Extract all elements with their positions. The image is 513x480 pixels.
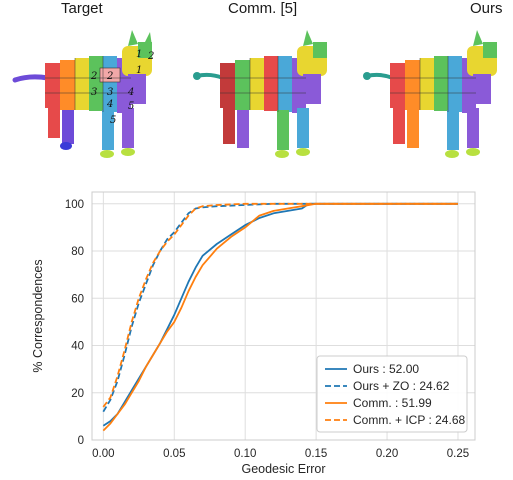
y-tick-label: 20 <box>71 388 84 400</box>
model-label: 1 <box>136 49 142 60</box>
model-label: 3 <box>107 87 113 98</box>
model-label: 5 <box>110 115 116 126</box>
model-label: 2 <box>106 71 113 82</box>
model-label: 1 <box>136 65 142 76</box>
y-tick-label: 40 <box>71 341 84 353</box>
cat-model <box>193 30 327 158</box>
plot-frame <box>91 191 476 441</box>
series-lines <box>102 202 458 432</box>
model-label: 3 <box>91 87 97 98</box>
series-line <box>102 202 458 408</box>
cat-model <box>363 30 497 158</box>
x-tick-label: 0.10 <box>234 448 256 460</box>
x-tick-label: 0.15 <box>305 448 327 460</box>
y-tick-label: 0 <box>78 435 84 447</box>
x-tick-label: 0.25 <box>447 448 469 460</box>
panel-title-comm: Comm. [5] <box>228 0 298 17</box>
x-tick-label: 0.20 <box>376 448 398 460</box>
y-tick-label: 100 <box>65 199 84 211</box>
model-label: 4 <box>106 99 113 110</box>
legend-label: Comm. : 51.99 <box>353 396 432 410</box>
legend: Ours : 52.00 Ours + ZO : 24.62 Comm. : 51.… <box>316 355 468 433</box>
legend-label: Ours : 52.00 <box>353 362 419 376</box>
series-line <box>102 202 458 432</box>
x-axis-label: Geodesic Error <box>241 462 325 476</box>
model-label: 5 <box>128 101 134 112</box>
model-label: 2 <box>90 71 97 82</box>
y-tick-label: 60 <box>71 293 84 305</box>
panel-title-target: Target <box>61 0 103 17</box>
model-label: 2 <box>147 51 154 62</box>
geodesic-error-chart: 0.00 0.05 0.10 0.15 0.20 0.25 0 20 40 60 80 100 Geo… <box>31 191 476 476</box>
legend-box <box>316 355 468 433</box>
legend-label: Ours + ZO : 24.62 <box>353 379 450 393</box>
series-line <box>102 202 458 413</box>
panel-title-ours: Ours <box>470 0 503 17</box>
y-tick-label: 80 <box>71 246 84 258</box>
x-tick-label: 0.00 <box>92 448 114 460</box>
series-line <box>102 202 458 427</box>
comm-model-render <box>193 30 327 158</box>
x-tick-label: 0.05 <box>163 448 185 460</box>
cat-model <box>12 30 152 158</box>
model-label: 4 <box>127 87 134 98</box>
ours-model-render <box>363 30 497 158</box>
axis-ticks: 0.00 0.05 0.10 0.15 0.20 0.25 0 20 40 60 80 100 <box>65 199 469 460</box>
legend-label: Comm. + ICP : 24.68 <box>353 413 465 427</box>
target-model-render: 1 2 1 2 2 3 3 4 4 5 5 <box>12 30 154 158</box>
y-axis-label: % Correspondences <box>31 259 45 372</box>
